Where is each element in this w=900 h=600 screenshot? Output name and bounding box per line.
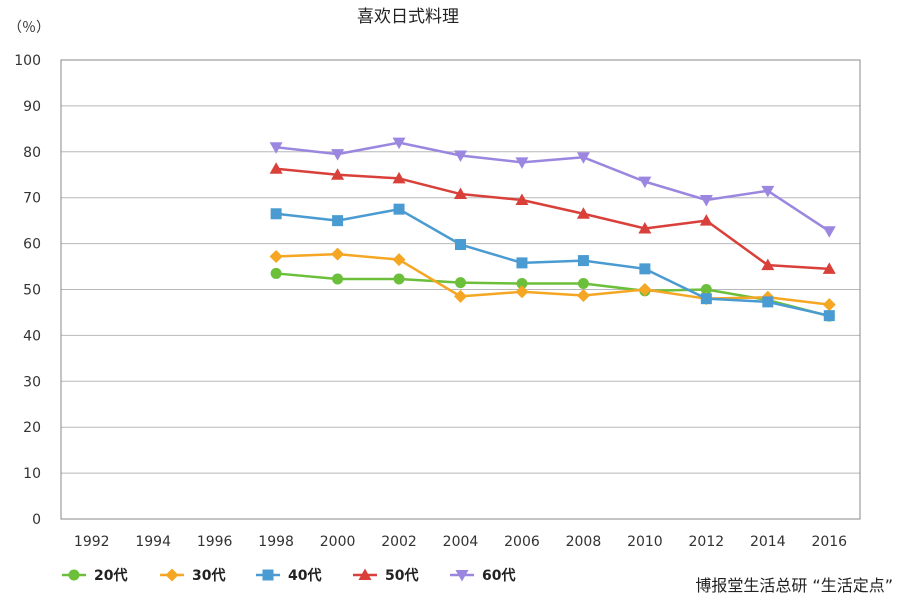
y-axis-ticks: 0 10 20 30 40 50 60 70 80 90 100 xyxy=(14,53,41,528)
data-point-60代-2000 xyxy=(331,149,345,161)
data-point-50代-2006 xyxy=(515,193,529,205)
data-point-20代-2004 xyxy=(455,277,466,289)
data-point-50代-2008 xyxy=(576,207,590,219)
data-point-30代-2002 xyxy=(392,253,406,267)
legend-label-30代: 30代 xyxy=(192,567,225,584)
y-tick-label-40: 40 xyxy=(23,328,41,344)
data-point-60代-2008 xyxy=(576,152,590,164)
data-point-40代-2016 xyxy=(823,310,835,322)
data-point-30代-2004 xyxy=(454,289,467,303)
data-point-60代-2002 xyxy=(392,137,406,150)
x-tick-label-2006: 2006 xyxy=(504,534,540,550)
data-point-20代-2002 xyxy=(393,273,405,285)
legend-label-50代: 50代 xyxy=(385,567,418,584)
y-tick-label-20: 20 xyxy=(23,420,41,436)
data-point-40代-2010 xyxy=(639,263,651,275)
y-tick-label-100: 100 xyxy=(14,53,41,69)
data-point-40代-2002 xyxy=(393,203,405,215)
data-point-60代-1998 xyxy=(269,142,283,154)
data-point-30代-2000 xyxy=(331,247,345,261)
y-tick-label-10: 10 xyxy=(23,466,41,482)
x-axis-ticks: 1992 1994 1996 1998 2000 2002 2004 2006 2008 2010… xyxy=(74,534,847,550)
data-point-60代-2016 xyxy=(822,226,836,238)
x-tick-label-2000: 2000 xyxy=(320,534,356,550)
series-line-30代 xyxy=(276,252,830,306)
data-point-30代-1998 xyxy=(269,249,283,263)
source-note: 博报堂生活总研 “生活定点” xyxy=(695,576,893,595)
series-line-20代 xyxy=(276,272,830,318)
legend-marker-30代 xyxy=(165,568,179,582)
x-tick-label-2014: 2014 xyxy=(750,534,786,550)
data-point-50代-1998 xyxy=(269,162,283,174)
data-point-40代-2004 xyxy=(455,239,466,251)
series-60代 xyxy=(269,137,836,238)
data-point-30代-2008 xyxy=(576,288,590,302)
x-tick-label-2002: 2002 xyxy=(381,534,417,550)
legend: 20代 30代 40代 50代 60代 xyxy=(62,567,515,584)
legend-label-60代: 60代 xyxy=(482,567,515,584)
x-tick-label-2016: 2016 xyxy=(811,534,847,550)
y-tick-label-60: 60 xyxy=(23,237,41,253)
series-40代 xyxy=(270,203,835,322)
data-point-50代-2014 xyxy=(761,258,775,271)
legend-marker-40代 xyxy=(262,569,274,581)
y-tick-label-30: 30 xyxy=(23,374,41,390)
data-point-50代-2002 xyxy=(392,171,406,184)
data-point-50代-2000 xyxy=(331,168,345,180)
data-point-30代-2010 xyxy=(638,283,652,296)
legend-label-20代: 20代 xyxy=(94,567,127,584)
data-point-30代-2016 xyxy=(822,298,836,312)
chart-title: 喜欢日式料理 xyxy=(357,7,459,27)
x-tick-label-2012: 2012 xyxy=(689,534,725,550)
data-point-20代-2008 xyxy=(577,278,589,290)
series-50代 xyxy=(269,162,836,274)
data-point-20代-1998 xyxy=(270,267,282,279)
x-tick-label-2004: 2004 xyxy=(443,534,479,550)
data-point-40代-1998 xyxy=(270,208,282,220)
data-point-60代-2006 xyxy=(515,157,529,169)
data-point-40代-2006 xyxy=(516,257,528,269)
y-tick-label-0: 0 xyxy=(32,512,41,528)
data-point-40代-2008 xyxy=(577,255,589,267)
y-tick-label-50: 50 xyxy=(23,283,41,299)
data-point-20代-2012 xyxy=(700,284,712,295)
data-point-60代-2014 xyxy=(761,185,775,198)
data-point-50代-2016 xyxy=(822,262,836,274)
x-tick-label-2010: 2010 xyxy=(627,534,663,550)
data-point-60代-2010 xyxy=(638,176,652,189)
legend-marker-60代 xyxy=(455,570,469,582)
data-point-40代-2014 xyxy=(762,296,774,308)
plot-frame xyxy=(60,59,861,520)
x-tick-label-1994: 1994 xyxy=(135,534,171,550)
x-tick-label-1998: 1998 xyxy=(258,534,294,550)
data-point-20代-2000 xyxy=(332,273,344,285)
series-line-50代 xyxy=(275,167,830,271)
data-point-50代-2004 xyxy=(454,187,467,200)
legend-label-40代: 40代 xyxy=(288,567,321,584)
y-axis-unit-label: （％） xyxy=(8,20,50,36)
y-tick-label-80: 80 xyxy=(23,145,41,161)
x-tick-label-1992: 1992 xyxy=(74,534,110,550)
data-point-60代-2012 xyxy=(699,194,713,207)
legend-marker-20代 xyxy=(68,569,80,581)
x-tick-label-1996: 1996 xyxy=(197,534,233,550)
series-line-60代 xyxy=(275,141,830,233)
data-point-40代-2000 xyxy=(332,215,344,227)
y-tick-label-70: 70 xyxy=(23,191,41,207)
data-point-50代-2010 xyxy=(638,221,652,234)
series-line-40代 xyxy=(275,207,830,317)
gridlines xyxy=(61,59,860,520)
data-point-30代-2006 xyxy=(515,285,529,299)
series-layer xyxy=(269,137,836,322)
data-point-50代-2012 xyxy=(699,214,713,226)
data-point-40代-2012 xyxy=(700,293,712,305)
data-point-20代-2006 xyxy=(516,278,528,290)
data-point-60代-2004 xyxy=(454,150,467,162)
y-tick-label-90: 90 xyxy=(23,99,41,115)
legend-marker-50代 xyxy=(358,568,372,580)
x-tick-label-2008: 2008 xyxy=(566,534,602,550)
